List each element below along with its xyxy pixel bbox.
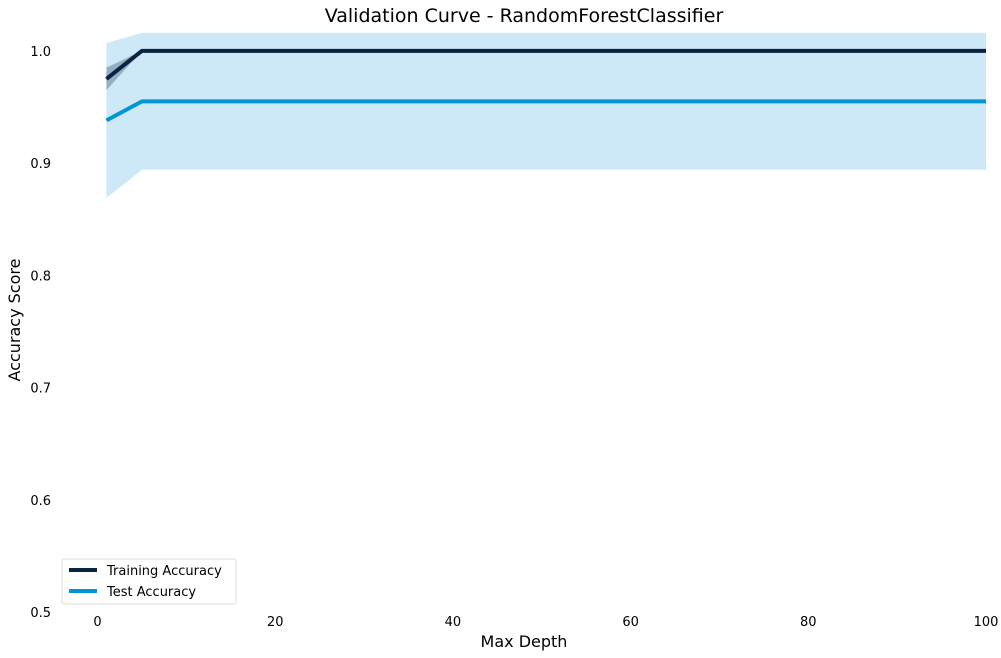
band-test-accuracy	[106, 32, 986, 198]
y-tick-label: 0.8	[30, 269, 51, 284]
legend-box	[61, 558, 237, 605]
chart-title: Validation Curve - RandomForestClassifie…	[325, 5, 724, 27]
y-tick-label: 1.0	[30, 45, 51, 60]
x-axis-label: Max Depth	[481, 632, 568, 651]
x-tick-label: 0	[93, 615, 101, 630]
y-axis-label: Accuracy Score	[5, 259, 24, 382]
x-axis-ticks: 0 20 40 60 80 100	[93, 615, 998, 630]
x-tick-label: 100	[974, 615, 999, 630]
x-tick-label: 80	[800, 615, 817, 630]
series-lines	[105, 48, 986, 123]
legend-label-training: Training Accuracy	[106, 564, 222, 579]
legend-label-test: Test Accuracy	[106, 585, 196, 600]
line-training-accuracy	[105, 48, 986, 81]
y-axis-ticks: 0.5 0.6 0.7 0.8 0.9 1.0	[30, 45, 51, 621]
y-tick-label: 0.9	[30, 157, 51, 172]
y-tick-label: 0.5	[30, 606, 51, 621]
legend: Training Accuracy Test Accuracy	[61, 558, 237, 605]
x-tick-label: 60	[622, 615, 639, 630]
y-tick-label: 0.6	[30, 494, 51, 509]
confidence-bands	[106, 32, 986, 198]
x-tick-label: 20	[267, 615, 284, 630]
y-tick-label: 0.7	[30, 382, 51, 397]
x-tick-label: 40	[445, 615, 462, 630]
line-test-accuracy	[105, 99, 986, 123]
